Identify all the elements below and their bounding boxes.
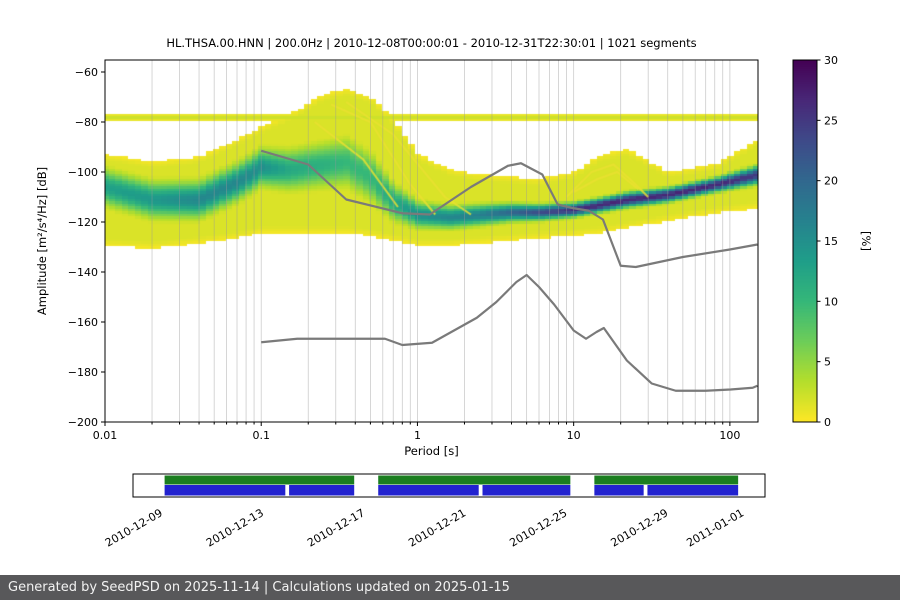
y-tick-label: −180 [68,366,98,379]
availability-bar [132,473,766,498]
y-tick-label: −80 [75,116,98,129]
x-tick-label: 0.01 [93,429,118,442]
availability-blue-segment [378,485,479,496]
y-tick-label: −120 [68,216,98,229]
availability-green-segment [378,475,571,485]
colorbar-canvas [793,60,817,422]
date-tick-label: 2010-12-25 [507,506,569,549]
colorbar-tick-label: 30 [824,54,838,67]
availability-blue-segment [594,485,644,496]
date-tick-label: 2010-12-13 [204,506,266,549]
y-tick-label: −140 [68,266,98,279]
date-tick-label: 2011-01-01 [684,506,746,549]
colorbar-tick-label: 25 [824,114,838,127]
colorbar-tick-label: 15 [824,235,838,248]
x-axis-label: Period [s] [404,444,459,458]
date-tick-label: 2010-12-09 [103,506,165,549]
date-tick-label: 2010-12-21 [406,506,468,549]
availability-green-segment [594,475,739,485]
availability-blue-segment [647,485,739,496]
availability-green-segment [164,475,355,485]
date-tick-label: 2010-12-17 [305,506,367,549]
footer-text: Generated by SeedPSD on 2025-11-14 | Cal… [8,580,510,595]
footer-bar: Generated by SeedPSD on 2025-11-14 | Cal… [0,575,900,600]
availability-blue-segment [482,485,571,496]
y-tick-label: −60 [75,66,98,79]
availability-blue-segment [164,485,286,496]
colorbar-tick-label: 10 [824,295,838,308]
colorbar-tick-label: 5 [824,356,831,369]
y-axis-label: Amplitude [m²/s⁴/Hz] [dB] [35,166,49,316]
x-tick-label: 1 [414,429,421,442]
ppsd-heatmap [105,60,758,422]
chart-title: HL.THSA.00.HNN | 200.0Hz | 2010-12-08T00… [166,36,697,50]
y-tick-label: −160 [68,316,98,329]
x-tick-label: 100 [719,429,740,442]
availability-blue-segment [289,485,355,496]
colorbar-tick-label: 20 [824,175,838,188]
y-tick-label: −100 [68,166,98,179]
x-tick-label: 0.1 [252,429,270,442]
x-tick-label: 10 [567,429,581,442]
y-tick-label: −200 [68,416,98,429]
colorbar-label: [%] [859,231,873,251]
colorbar-tick-label: 0 [824,416,831,429]
date-tick-label: 2010-12-29 [609,506,671,549]
